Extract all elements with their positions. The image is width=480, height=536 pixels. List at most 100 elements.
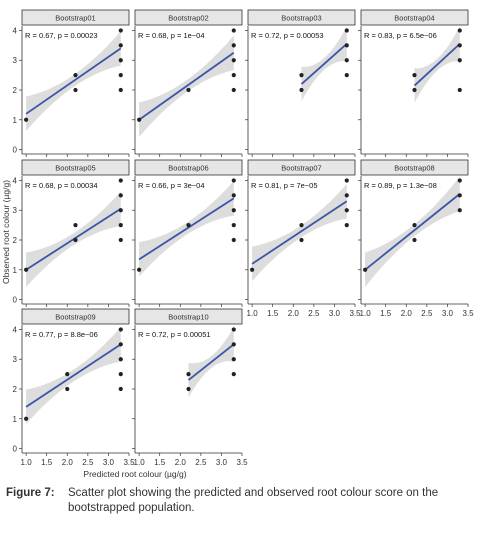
x-tick-label: 1.5: [380, 309, 392, 318]
correlation-annotation: R = 0.67, p = 0.00023: [25, 31, 98, 40]
facet-strip: [21, 9, 130, 26]
y-tick-label: 2: [13, 86, 18, 95]
x-tick-label: 2.5: [82, 458, 94, 467]
facet-panel: Bootstrap04 R = 0.83, p = 6.5e−06: [358, 9, 469, 157]
correlation-annotation: R = 0.89, p = 1.3e−08: [364, 181, 437, 190]
x-tick-label: 3.5: [462, 309, 474, 318]
regression-line: [25, 207, 122, 271]
data-point: [344, 43, 349, 48]
facet-strip-label: Bootstrap08: [394, 164, 434, 173]
facet-strip-label: Bootstrap05: [55, 164, 95, 173]
data-point: [118, 386, 123, 392]
x-tick-label: 3.0: [329, 309, 341, 318]
data-point: [118, 372, 123, 377]
facet-panel: Bootstrap10 1.0 1.5 2.0 2.5 3.0 3.5 R = 0.72, p…: [132, 308, 248, 467]
y-tick-label: 1: [13, 116, 18, 125]
facet-strip-label: Bootstrap07: [281, 164, 321, 173]
data-point: [412, 73, 417, 78]
x-tick-label: 3.0: [103, 458, 115, 467]
x-tick-label: 3.0: [442, 309, 454, 318]
y-tick-label: 0: [13, 296, 18, 305]
data-point: [118, 357, 123, 362]
regression-line: [251, 200, 348, 265]
data-point: [118, 58, 123, 63]
data-point: [457, 43, 462, 48]
data-point: [118, 43, 123, 48]
x-tick-label: 1.0: [21, 458, 33, 467]
data-point: [118, 28, 123, 33]
data-point: [457, 28, 462, 33]
data-point: [231, 178, 236, 183]
y-tick-label: 3: [13, 56, 18, 65]
correlation-annotation: R = 0.81, p = 7e−05: [251, 181, 318, 190]
data-point: [299, 73, 304, 78]
facet-panel: Bootstrap09 0 1 2 3 4 1.0 1.5 2.0 2.5 3.0 3.5 R = 0.…: [13, 308, 135, 467]
y-tick-label: 0: [13, 445, 18, 454]
data-point: [344, 178, 349, 183]
regression-line: [187, 343, 235, 381]
data-point: [231, 223, 236, 228]
data-point: [231, 87, 236, 93]
data-point: [299, 87, 304, 93]
data-point: [231, 237, 236, 243]
correlation-annotation: R = 0.66, p = 3e−04: [138, 181, 205, 190]
data-point: [231, 327, 236, 332]
data-point: [118, 342, 123, 347]
data-point: [344, 58, 349, 63]
correlation-annotation: R = 0.77, p = 8.8e−06: [25, 330, 98, 339]
x-tick-label: 2.0: [288, 309, 300, 318]
regression-line: [138, 52, 235, 121]
data-point: [299, 237, 304, 243]
correlation-annotation: R = 0.68, p = 1e−04: [138, 31, 205, 40]
x-tick-label: 1.0: [360, 309, 372, 318]
facet-strip-label: Bootstrap04: [394, 14, 434, 23]
regression-line: [138, 197, 235, 261]
facet-panel: Bootstrap08 1.0 1.5 2.0 2.5 3.0 3.5 R = 0.89, p…: [358, 159, 474, 318]
data-point: [118, 237, 123, 243]
y-tick-label: 0: [13, 146, 18, 155]
x-tick-label: 2.0: [175, 458, 187, 467]
facet-panel: Bootstrap07 1.0 1.5 2.0 2.5 3.0 3.5 R = 0.81, p…: [245, 159, 361, 318]
correlation-annotation: R = 0.68, p = 0.00034: [25, 181, 98, 190]
data-point: [231, 372, 236, 377]
data-point: [118, 327, 123, 332]
facet-strip: [360, 159, 469, 176]
data-point: [231, 73, 236, 78]
y-tick-label: 4: [13, 26, 18, 35]
facet-strip-label: Bootstrap09: [55, 313, 95, 322]
data-point: [186, 372, 191, 377]
data-point: [137, 267, 142, 272]
data-point: [231, 208, 236, 213]
data-point: [186, 386, 191, 392]
data-point: [231, 342, 236, 347]
facet-strip-label: Bootstrap06: [168, 164, 208, 173]
regression-line: [25, 343, 122, 408]
data-point: [118, 73, 123, 78]
facet-panel: Bootstrap03 R = 0.72, p = 0.00053: [245, 9, 356, 157]
facet-strip-label: Bootstrap01: [55, 14, 95, 23]
y-axis-title: Observed root colour (µg/g): [1, 180, 11, 284]
y-tick-label: 4: [13, 325, 18, 334]
facet-strip: [247, 9, 356, 26]
data-point: [231, 193, 236, 198]
y-tick-label: 4: [13, 176, 18, 185]
y-tick-label: 3: [13, 355, 18, 364]
facet-strip: [360, 9, 469, 26]
facet-strip: [247, 159, 356, 176]
y-tick-label: 3: [13, 206, 18, 215]
data-point: [231, 43, 236, 48]
data-point: [231, 58, 236, 63]
data-point: [73, 223, 78, 228]
data-point: [186, 87, 191, 93]
facet-strip: [21, 159, 130, 176]
x-tick-label: 3.5: [349, 309, 361, 318]
y-tick-label: 1: [13, 266, 18, 275]
x-tick-label: 1.0: [247, 309, 259, 318]
data-point: [412, 223, 417, 228]
data-point: [457, 208, 462, 213]
y-tick-label: 1: [13, 415, 18, 424]
facet-strip: [134, 159, 243, 176]
x-tick-label: 1.5: [154, 458, 166, 467]
data-point: [231, 28, 236, 33]
facet-strip: [134, 308, 243, 325]
